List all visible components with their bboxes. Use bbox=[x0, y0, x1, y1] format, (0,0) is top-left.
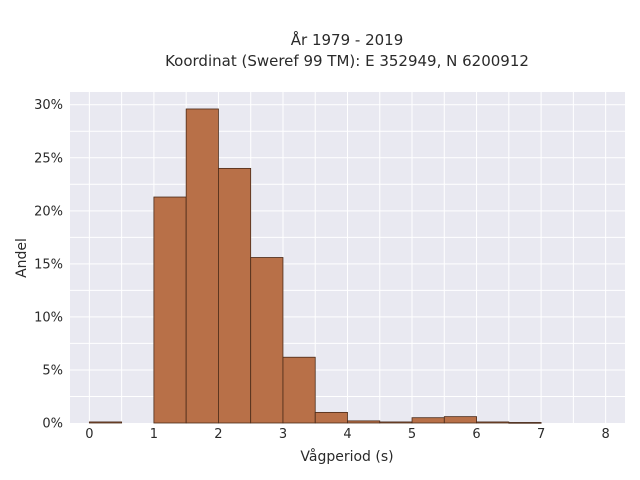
x-tick-label: 2 bbox=[214, 427, 222, 442]
chart-title-line2: Koordinat (Sweref 99 TM): E 352949, N 62… bbox=[165, 52, 529, 70]
x-tick-label: 5 bbox=[408, 427, 416, 442]
grid-lines bbox=[70, 92, 625, 423]
histogram-bars bbox=[88, 108, 542, 424]
histogram-bar bbox=[250, 257, 284, 424]
histogram-bar bbox=[282, 356, 316, 424]
histogram-bar bbox=[476, 421, 510, 424]
histogram-bar bbox=[443, 416, 477, 424]
x-axis-label: Vågperiod (s) bbox=[300, 448, 393, 465]
y-tick-label: 10% bbox=[34, 310, 63, 325]
histogram-bar bbox=[88, 421, 123, 424]
x-tick-label: 7 bbox=[537, 427, 545, 442]
x-tick-label: 8 bbox=[601, 427, 609, 442]
histogram-bar bbox=[508, 422, 542, 424]
histogram-bar bbox=[314, 411, 348, 424]
histogram-bar bbox=[218, 167, 252, 424]
y-tick-label: 0% bbox=[42, 417, 63, 432]
x-tick-label: 3 bbox=[279, 427, 287, 442]
x-axis-ticks: 0 1 2 3 4 5 6 7 8 bbox=[85, 427, 610, 442]
y-tick-label: 15% bbox=[34, 257, 63, 272]
x-tick-label: 6 bbox=[472, 427, 480, 442]
x-tick-label: 1 bbox=[150, 427, 158, 442]
y-tick-label: 20% bbox=[34, 204, 63, 219]
histogram-bar bbox=[347, 420, 381, 424]
histogram-bar bbox=[185, 108, 219, 424]
y-axis-label: Andel bbox=[14, 238, 30, 278]
histogram-bar bbox=[411, 417, 445, 424]
y-tick-label: 5% bbox=[42, 363, 63, 378]
y-axis-ticks: 0% 5% 10% 15% 20% 25% 30% bbox=[34, 98, 63, 431]
y-tick-label: 30% bbox=[34, 98, 63, 113]
histogram-bar bbox=[153, 196, 187, 424]
y-tick-label: 25% bbox=[34, 151, 63, 166]
x-tick-label: 0 bbox=[85, 427, 93, 442]
chart-title-line1: År 1979 - 2019 bbox=[291, 30, 404, 49]
x-tick-label: 4 bbox=[343, 427, 351, 442]
histogram-bar bbox=[379, 421, 413, 424]
